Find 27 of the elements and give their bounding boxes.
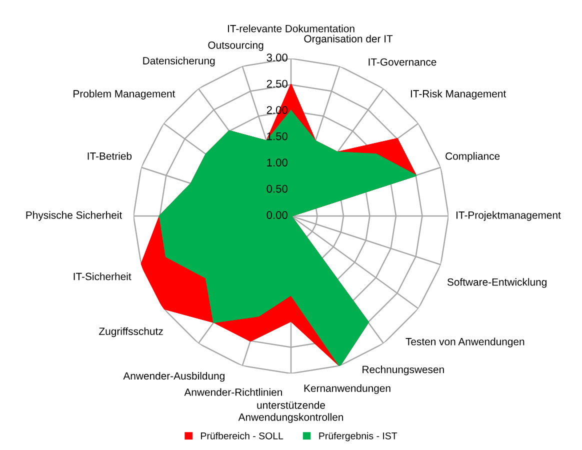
spoke-label: IT-Governance xyxy=(368,58,436,66)
legend-label: Prüfbereich - SOLL xyxy=(201,432,284,440)
spoke-label: Physische Sicherheit xyxy=(26,211,122,221)
y-tick-label: 2.50 xyxy=(266,80,288,88)
spoke-label: Software-Entwicklung xyxy=(447,278,546,288)
y-tick-label: 0.50 xyxy=(266,184,288,193)
y-tick-label: 0.00 xyxy=(266,211,288,219)
spoke-label: unterstützende Anwendungskontrollen xyxy=(238,401,344,423)
spoke-label: Rechnungswesen xyxy=(362,366,444,376)
legend-label: Prüfergebnis - IST xyxy=(319,432,398,442)
spoke-label: IT-Sicherheit xyxy=(74,272,132,280)
spoke-label: Zugriffsschutz xyxy=(99,327,163,338)
spoke-label: IT-Projektmanagement xyxy=(456,211,561,221)
spoke-label: Testen von Anwendungen xyxy=(406,338,524,348)
spoke-label: Outsourcing xyxy=(208,41,264,51)
spoke-label: Anwender-Ausbildung xyxy=(123,372,224,382)
y-tick-label: 1.00 xyxy=(267,158,288,166)
spoke-label: IT-relevante Dokumentation xyxy=(228,24,354,32)
y-tick-label: 3.00 xyxy=(266,54,288,62)
spoke-label: Organisation der IT xyxy=(304,34,393,45)
spoke-label: Datensicherung xyxy=(143,56,215,66)
spoke-label: IT-Betrieb xyxy=(88,152,132,160)
spoke-label: Kernanwendungen xyxy=(304,384,390,394)
spoke-label: Anwender-Richtlinien xyxy=(184,388,282,396)
spoke-label: Problem Management xyxy=(74,90,176,100)
spoke-label: IT-Risk Management xyxy=(410,90,506,100)
spoke-label: Compliance xyxy=(446,152,500,162)
